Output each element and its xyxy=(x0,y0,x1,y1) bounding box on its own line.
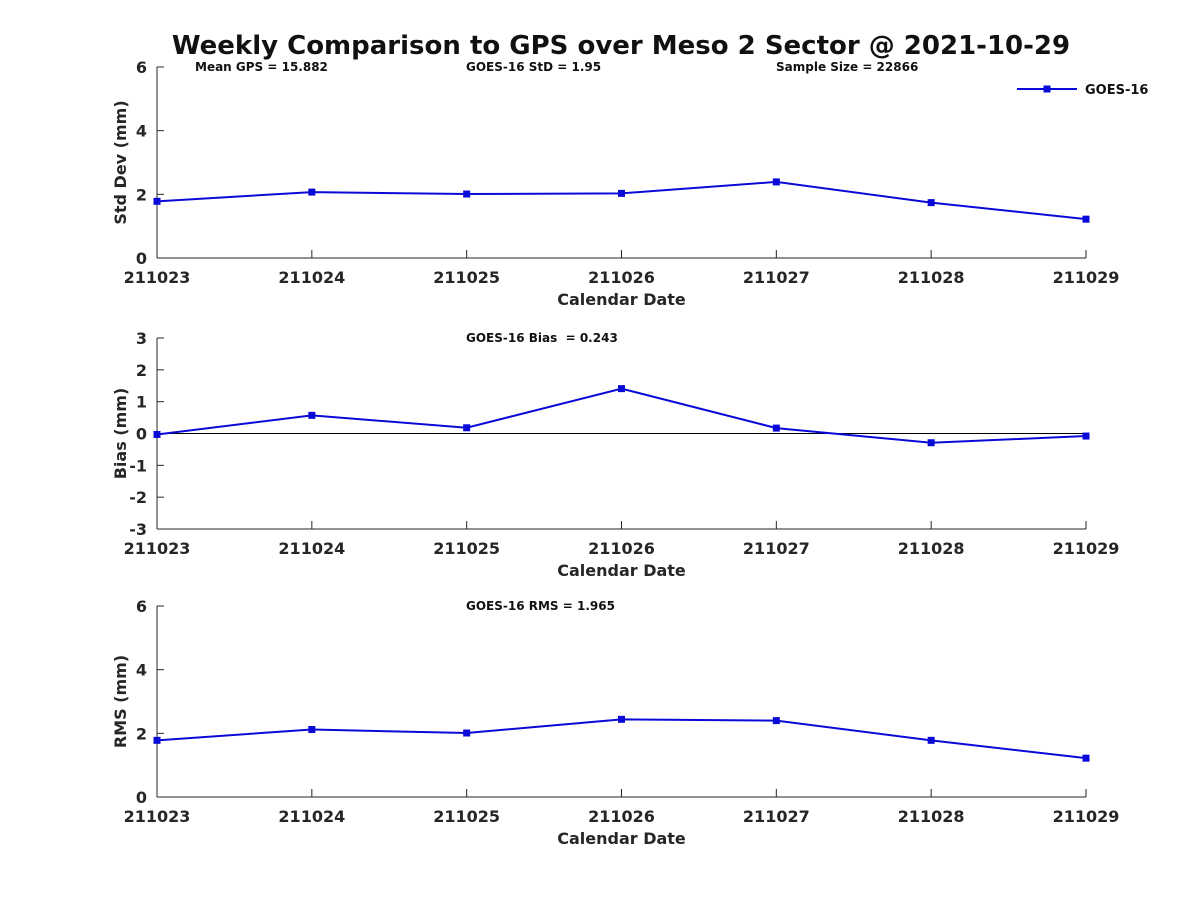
y-tick-label: -3 xyxy=(129,520,147,539)
stat-annotation: Sample Size = 22866 xyxy=(776,60,918,74)
x-tick-label: 211023 xyxy=(124,268,191,287)
x-tick-label: 211028 xyxy=(898,539,965,558)
chart-panel-3: 0 2 4 6 211023 211024 211025 211026 211027 211028… xyxy=(111,597,1119,848)
data-point xyxy=(153,430,161,438)
chart-panel-1: 0 2 4 6 211023 211024 211025 211026 211027 211028… xyxy=(111,58,1148,309)
data-point xyxy=(927,439,935,447)
data-point xyxy=(308,188,316,196)
y-tick-label: 2 xyxy=(136,724,147,743)
y-tick-label: 1 xyxy=(136,393,147,412)
x-tick-label: 211024 xyxy=(278,807,345,826)
x-tick-label: 211026 xyxy=(588,268,655,287)
data-point xyxy=(308,726,316,734)
x-tick-label: 211029 xyxy=(1053,268,1120,287)
data-point xyxy=(463,729,471,737)
x-tick-label: 211023 xyxy=(124,539,191,558)
data-point xyxy=(618,385,625,393)
legend: GOES-16 xyxy=(1017,83,1148,98)
data-point xyxy=(463,424,471,432)
data-point xyxy=(772,717,780,725)
data-point xyxy=(772,424,780,432)
x-tick-label: 211027 xyxy=(743,268,810,287)
x-axis-label: Calendar Date xyxy=(557,561,686,580)
x-tick-label: 211027 xyxy=(743,539,810,558)
y-tick-label: -1 xyxy=(129,456,147,475)
data-point xyxy=(772,178,780,186)
figure-title: Weekly Comparison to GPS over Meso 2 Sec… xyxy=(172,31,1070,61)
y-tick-label: 0 xyxy=(136,425,147,444)
x-tick-label: 211026 xyxy=(588,807,655,826)
x-tick-label: 211026 xyxy=(588,539,655,558)
y-axis-label: Bias (mm) xyxy=(111,388,130,480)
data-point xyxy=(308,411,316,419)
x-axis-label: Calendar Date xyxy=(557,290,686,309)
stat-annotation: GOES-16 RMS = 1.965 xyxy=(466,599,615,613)
data-point xyxy=(1082,432,1090,440)
y-axis-label: RMS (mm) xyxy=(111,655,130,748)
x-tick-label: 211025 xyxy=(433,268,500,287)
stat-annotation: GOES-16 StD = 1.95 xyxy=(466,60,601,74)
stat-annotation: GOES-16 Bias = 0.243 xyxy=(466,331,618,345)
y-tick-label: 2 xyxy=(136,361,147,380)
x-tick-label: 211028 xyxy=(898,807,965,826)
data-point xyxy=(1082,754,1090,762)
series-line-goes-16 xyxy=(156,180,1087,221)
x-axis-label: Calendar Date xyxy=(557,829,686,848)
x-tick-label: 211029 xyxy=(1053,807,1120,826)
y-tick-label: 6 xyxy=(136,597,147,616)
x-tick-label: 211024 xyxy=(278,268,345,287)
chart-panel-2: -3 -2 -1 0 1 2 3 211023 211024 211025 211026 211027… xyxy=(111,329,1119,580)
y-tick-label: 2 xyxy=(136,185,147,204)
series-line-goes-16 xyxy=(156,387,1087,444)
data-point xyxy=(618,189,625,197)
data-point xyxy=(153,197,161,205)
y-tick-label: 6 xyxy=(136,58,147,77)
data-point xyxy=(927,199,935,207)
data-point xyxy=(618,715,625,723)
x-tick-label: 211025 xyxy=(433,807,500,826)
legend-marker xyxy=(1043,85,1051,93)
x-tick-label: 211028 xyxy=(898,268,965,287)
y-tick-label: -2 xyxy=(129,488,147,507)
stat-annotation: Mean GPS = 15.882 xyxy=(195,60,328,74)
x-tick-label: 211029 xyxy=(1053,539,1120,558)
legend-label: GOES-16 xyxy=(1085,83,1148,98)
x-tick-label: 211024 xyxy=(278,539,345,558)
series-line-goes-16 xyxy=(156,718,1087,760)
data-point xyxy=(153,736,161,744)
y-tick-label: 3 xyxy=(136,329,147,348)
y-tick-label: 4 xyxy=(136,122,147,141)
x-tick-label: 211023 xyxy=(124,807,191,826)
data-point xyxy=(927,736,935,744)
y-axis-label: Std Dev (mm) xyxy=(111,100,130,224)
y-tick-label: 0 xyxy=(136,249,147,268)
x-tick-label: 211027 xyxy=(743,807,810,826)
x-tick-label: 211025 xyxy=(433,539,500,558)
data-point xyxy=(1082,215,1090,223)
y-tick-label: 4 xyxy=(136,661,147,680)
data-point xyxy=(463,190,471,198)
y-tick-label: 0 xyxy=(136,788,147,807)
